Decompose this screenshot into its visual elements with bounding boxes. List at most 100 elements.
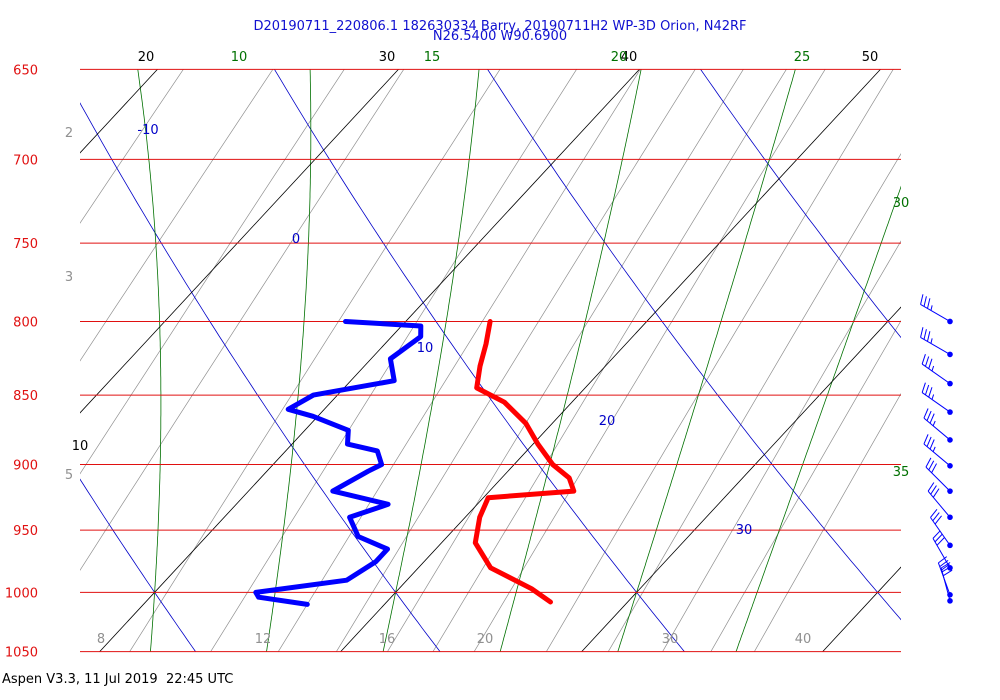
wind-barb-feather (926, 436, 932, 447)
moist-adiabat-label: 25 (794, 50, 811, 65)
wind-barb-feather (940, 563, 950, 571)
moist-adiabat-label: 15 (424, 50, 441, 65)
pressure-label: 850 (13, 389, 38, 404)
dry-adiabat-line (487, 69, 901, 621)
wind-barb-half-feather (932, 420, 936, 426)
wind-barb-feather (920, 294, 924, 305)
dewpoint-profile (253, 319, 424, 607)
mixing-ratio-line (607, 153, 901, 652)
wind-barb-feather (934, 533, 943, 543)
wind-barb-feather (921, 382, 926, 393)
wind-barb-shaft (920, 304, 951, 322)
wind-barb (925, 457, 953, 494)
moist-adiabat-label: 35 (893, 465, 910, 480)
wind-barb-feather (936, 537, 945, 546)
wind-barb-feather (925, 457, 932, 468)
pressure-label: 800 (13, 315, 38, 330)
wind-barb-station (947, 514, 953, 521)
isotherm-line (80, 69, 400, 414)
wind-barb-feather (931, 463, 938, 473)
moist-adiabat-label: 30 (893, 196, 910, 211)
mixing-ratio-line (80, 69, 345, 475)
wind-barb-feather (923, 329, 927, 340)
wind-barb-station (947, 542, 953, 549)
wind-barb-half-feather (930, 338, 933, 344)
wind-barb-feather (926, 298, 931, 309)
isotherm-label: 40 (621, 50, 638, 65)
mixing-ratio-line (278, 69, 641, 652)
wind-barb-shaft (921, 392, 951, 413)
wind-barb (937, 556, 953, 598)
moist-adiabat-line (137, 69, 162, 652)
wind-barb-half-feather (931, 394, 935, 400)
moist-adiabat-line (499, 69, 642, 652)
wind-barb-feather (929, 413, 935, 424)
mixing-ratio-line (210, 69, 577, 652)
dry-adiabat-line (700, 69, 901, 339)
wind-barb-half-feather (932, 446, 936, 452)
wind-barb-feather (928, 387, 933, 398)
chart-title-line2: N26.5400 W90.6900 (432, 29, 568, 44)
wind-barb-shaft (932, 538, 951, 569)
wind-barb (923, 408, 953, 443)
wind-barb-feather (928, 460, 935, 471)
isotherm-line (340, 69, 882, 652)
wind-barb-feather (930, 508, 938, 518)
wind-barb-feather (920, 327, 924, 338)
dry-adiabat-label: 30 (736, 523, 753, 538)
isotherm-line (822, 566, 901, 652)
wind-barb-shaft (940, 567, 951, 601)
wind-barb-feather (928, 358, 933, 369)
wind-barb-station (947, 598, 953, 604)
moist-adiabat-label: 10 (231, 50, 248, 65)
wind-barb-feather (924, 384, 930, 396)
wind-barb-station (947, 488, 953, 494)
mixing-ratio-label: 16 (379, 632, 396, 647)
mixing-ratio-label: 30 (662, 632, 679, 647)
wind-barb-station (947, 437, 953, 443)
wind-barb-station (947, 380, 953, 387)
dry-adiabat-label: 10 (417, 341, 434, 356)
isotherm-line (581, 306, 901, 652)
wind-barb-feather (938, 556, 948, 564)
wind-barb-shaft (927, 490, 951, 518)
wind-barb-feather (923, 296, 927, 307)
dry-adiabat-label: 20 (599, 414, 616, 429)
dry-adiabat-line (80, 478, 196, 652)
mixing-ratio-label: 12 (255, 632, 272, 647)
mixing-ratio-line (754, 393, 901, 652)
temperature-profile (472, 319, 577, 605)
wind-barb (921, 382, 953, 415)
chart-title-line1: D20190711_220806.1 182630334 Barry, 2019… (253, 19, 747, 34)
wind-barb-feather (932, 512, 940, 522)
mixing-ratio-label: 5 (65, 468, 73, 483)
mixing-ratio-line (710, 320, 901, 652)
wind-barb-station (947, 351, 953, 358)
mixing-ratio-label: 8 (97, 632, 105, 647)
mixing-ratio-line (473, 69, 826, 652)
isotherm-label: 50 (862, 50, 879, 65)
wind-barb-feather (929, 439, 935, 450)
pressure-label: 900 (13, 458, 38, 473)
dry-adiabat-label: -10 (137, 123, 158, 138)
mixing-ratio-line (546, 69, 894, 652)
wind-barb-feather (924, 356, 930, 367)
dry-adiabat-label: 0 (292, 232, 300, 247)
isotherm-line (99, 69, 641, 652)
mixing-ratio-line (80, 69, 404, 571)
isotherm-label: 20 (138, 50, 155, 65)
mixing-ratio-line (80, 69, 274, 362)
wind-barb (921, 354, 953, 387)
moist-adiabat-line (266, 69, 312, 652)
wind-barb-feather (940, 562, 951, 569)
wind-barb (923, 434, 953, 469)
mixing-ratio-line (80, 69, 184, 224)
wind-barb-shaft (921, 363, 951, 385)
footer-version-time: Aspen V3.3, 11 Jul 2019 22:45 UTC (2, 672, 234, 687)
mixing-ratio-line (129, 69, 501, 652)
wind-barb-shaft (923, 443, 951, 467)
pressure-label: 750 (13, 237, 38, 252)
mixing-ratio-label: 3 (65, 270, 73, 285)
wind-barb-shaft (925, 466, 951, 492)
moist-adiabat-line (735, 185, 901, 652)
